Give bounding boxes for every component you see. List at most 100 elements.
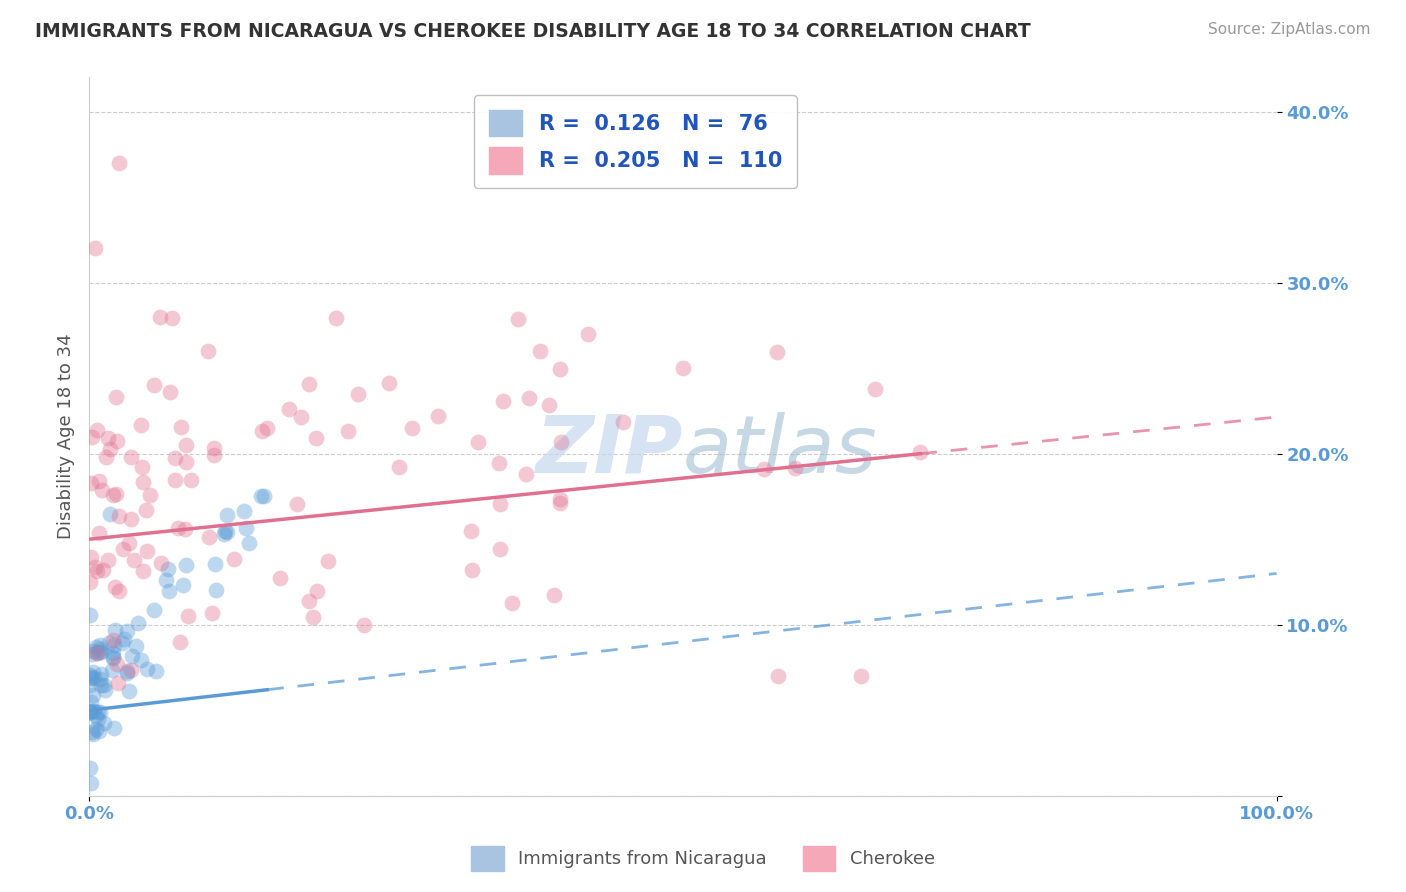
Point xyxy=(253,490,276,504)
Point xyxy=(156,562,179,576)
Point xyxy=(201,606,224,620)
Point xyxy=(104,623,127,637)
Point xyxy=(162,310,184,325)
Point xyxy=(163,451,186,466)
Legend: R =  0.126   N =  76, R =  0.205   N =  110: R = 0.126 N = 76, R = 0.205 N = 110 xyxy=(474,95,797,188)
Point xyxy=(250,490,273,504)
Point xyxy=(214,524,236,538)
Point xyxy=(238,536,260,550)
Point xyxy=(87,525,110,540)
Point xyxy=(89,678,111,692)
Point xyxy=(460,524,482,539)
Text: Source: ZipAtlas.com: Source: ZipAtlas.com xyxy=(1208,22,1371,37)
Point xyxy=(105,657,128,672)
Point xyxy=(131,417,153,432)
Point xyxy=(492,394,515,409)
Point xyxy=(79,705,101,719)
Point xyxy=(517,392,540,406)
Point xyxy=(87,712,110,726)
Point xyxy=(105,487,128,501)
Point xyxy=(89,638,111,652)
Point xyxy=(93,678,115,692)
Point xyxy=(79,671,101,685)
Point xyxy=(145,664,167,678)
Point xyxy=(212,527,235,541)
Point xyxy=(87,645,110,659)
Point xyxy=(550,435,572,450)
Point xyxy=(79,668,101,682)
Point xyxy=(79,574,101,589)
Point xyxy=(104,580,127,594)
Point xyxy=(79,705,101,719)
Point xyxy=(101,646,124,660)
Point xyxy=(672,361,695,376)
Point xyxy=(908,445,931,459)
Text: atlas: atlas xyxy=(683,412,877,490)
Point xyxy=(132,564,155,578)
Point xyxy=(84,242,107,256)
Point xyxy=(157,583,180,598)
Y-axis label: Disability Age 18 to 34: Disability Age 18 to 34 xyxy=(58,334,75,540)
Point xyxy=(172,578,194,592)
Point xyxy=(79,704,101,718)
Point xyxy=(388,459,411,474)
Point xyxy=(79,608,101,623)
Point xyxy=(612,415,634,429)
Point xyxy=(180,473,202,487)
Point xyxy=(111,542,134,557)
Point xyxy=(149,310,172,324)
Point xyxy=(104,390,127,404)
Point xyxy=(84,723,107,737)
Point xyxy=(204,557,226,571)
Point xyxy=(79,678,101,692)
Point xyxy=(576,326,599,341)
Point xyxy=(103,721,125,735)
Point xyxy=(79,695,101,709)
Point xyxy=(176,558,198,573)
Point xyxy=(132,475,155,490)
Point xyxy=(115,665,138,679)
Point xyxy=(298,594,321,608)
Point xyxy=(100,442,122,456)
Point xyxy=(135,543,157,558)
Point xyxy=(97,431,120,445)
Point xyxy=(90,667,112,681)
Point xyxy=(139,488,162,502)
Point xyxy=(488,456,510,470)
Point xyxy=(506,312,529,326)
Point xyxy=(83,704,105,718)
Point xyxy=(93,716,115,731)
Point xyxy=(163,473,186,487)
Point xyxy=(101,488,124,502)
Point xyxy=(112,632,135,646)
Point xyxy=(86,646,108,660)
Point xyxy=(548,492,571,507)
Point xyxy=(489,497,512,511)
Point xyxy=(401,421,423,435)
Point xyxy=(105,434,128,448)
Point xyxy=(290,410,312,425)
Point xyxy=(101,663,124,677)
Point xyxy=(103,650,125,665)
Point xyxy=(89,641,111,656)
Point xyxy=(307,584,329,599)
Point xyxy=(235,521,257,535)
Point xyxy=(83,559,105,574)
Point xyxy=(100,507,122,521)
Point xyxy=(269,570,291,584)
Point xyxy=(136,662,159,676)
Point xyxy=(80,704,103,718)
Point xyxy=(118,683,141,698)
Point xyxy=(84,640,107,654)
Point xyxy=(87,724,110,739)
Point xyxy=(217,508,239,522)
Point xyxy=(849,669,872,683)
Point xyxy=(107,675,129,690)
Point xyxy=(197,344,219,359)
Point xyxy=(82,727,104,741)
Point xyxy=(129,653,152,667)
Point xyxy=(143,377,166,392)
Point xyxy=(131,459,153,474)
Point xyxy=(427,409,450,423)
Point xyxy=(121,648,143,663)
